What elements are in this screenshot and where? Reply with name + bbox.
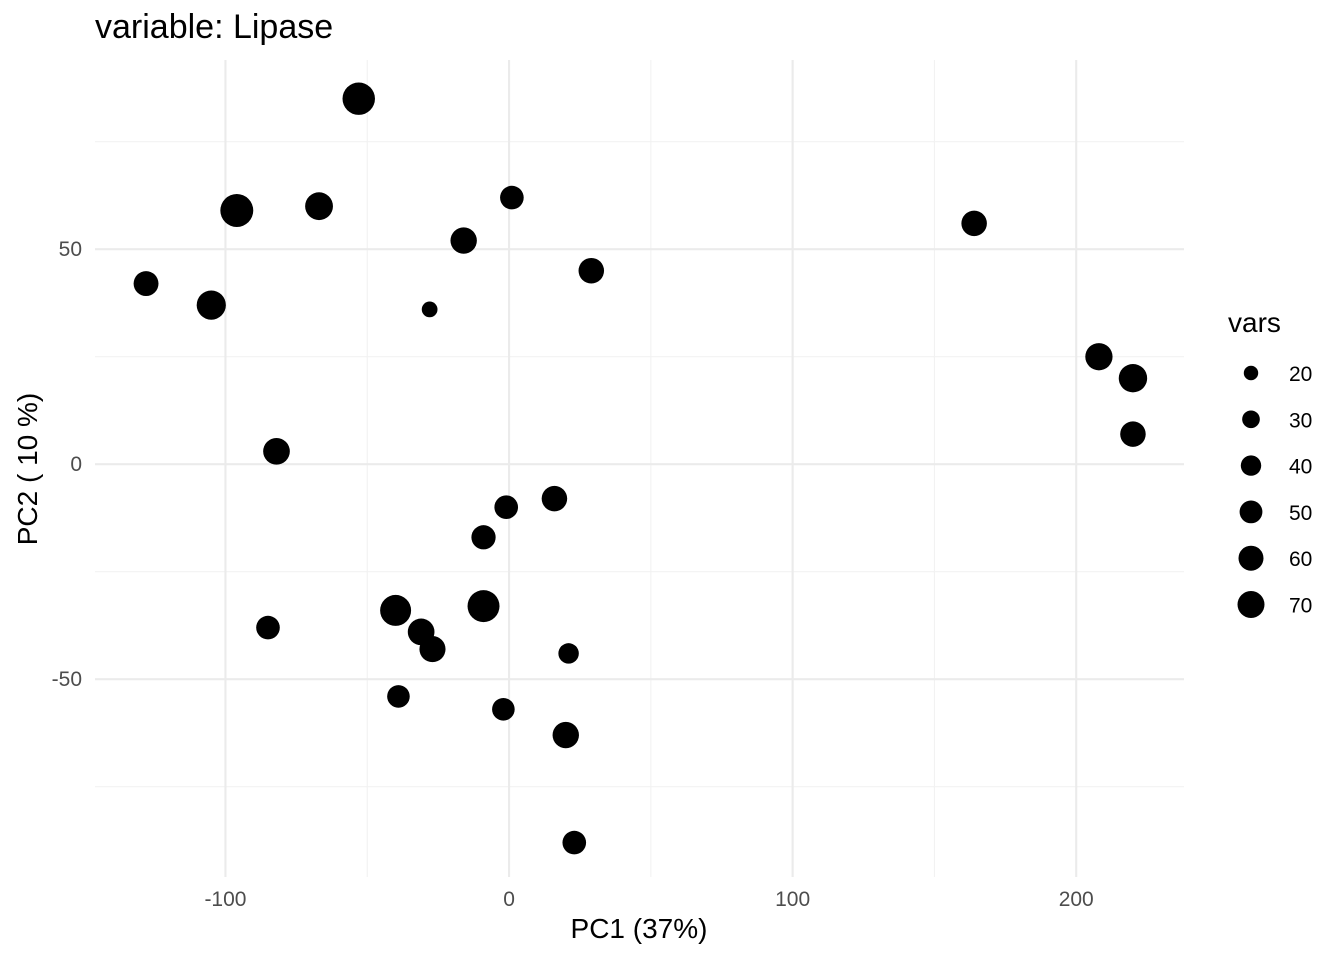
data-point — [387, 685, 410, 708]
data-point — [562, 830, 587, 855]
data-point — [196, 290, 226, 320]
data-point — [263, 437, 290, 465]
y-tick-label: 0 — [70, 453, 82, 476]
x-axis-title: PC1 (37%) — [571, 913, 708, 944]
legend-label: 60 — [1289, 548, 1312, 571]
data-points — [133, 82, 1148, 855]
data-point — [494, 495, 519, 520]
grid — [95, 60, 1184, 877]
data-point — [1085, 343, 1113, 371]
data-point — [342, 82, 375, 115]
data-point — [256, 615, 280, 640]
data-point — [471, 525, 496, 550]
legend-label: 30 — [1289, 409, 1312, 432]
data-point — [541, 485, 568, 512]
data-point — [380, 594, 412, 626]
legend-key-70 — [1237, 591, 1265, 618]
data-point — [1120, 421, 1146, 447]
data-point — [1118, 364, 1148, 393]
legend-label: 40 — [1289, 456, 1312, 479]
legend-label: 20 — [1289, 363, 1312, 386]
data-point — [492, 697, 515, 721]
legend-key-40 — [1240, 455, 1262, 476]
data-point — [578, 257, 605, 284]
x-tick-label: 0 — [503, 888, 515, 911]
legend-key-60 — [1238, 545, 1264, 571]
legend-label: 70 — [1289, 595, 1312, 618]
y-tick-label: 50 — [59, 238, 82, 261]
data-point — [133, 271, 159, 297]
legend-items: 20 30 40 50 60 70 — [1237, 363, 1312, 618]
data-point — [961, 210, 987, 237]
data-point — [305, 192, 333, 221]
legend-key-20 — [1243, 365, 1259, 381]
data-point — [419, 636, 446, 663]
data-point — [552, 721, 579, 749]
legend: vars 20 30 40 50 60 70 — [1228, 307, 1312, 618]
data-point — [220, 194, 254, 227]
legend-title: vars — [1228, 307, 1281, 338]
data-point — [421, 301, 438, 318]
legend-label: 50 — [1289, 502, 1312, 525]
data-point — [558, 643, 579, 664]
legend-key-30 — [1242, 410, 1260, 429]
x-tick-label: 200 — [1059, 888, 1094, 911]
chart-title: variable: Lipase — [95, 8, 333, 46]
x-axis-ticks: -100 0 100 200 — [204, 888, 1093, 911]
data-point — [467, 590, 500, 623]
y-tick-label: -50 — [52, 668, 82, 691]
x-tick-label: 100 — [775, 888, 810, 911]
y-axis-ticks: -50 0 50 — [52, 238, 82, 691]
x-tick-label: -100 — [204, 888, 246, 911]
data-point — [500, 185, 524, 210]
y-axis-title: PC2 ( 10 %) — [12, 393, 43, 546]
legend-key-50 — [1239, 500, 1263, 524]
data-point — [450, 227, 477, 254]
